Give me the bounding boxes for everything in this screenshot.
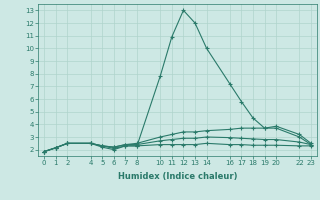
X-axis label: Humidex (Indice chaleur): Humidex (Indice chaleur) [118, 172, 237, 181]
